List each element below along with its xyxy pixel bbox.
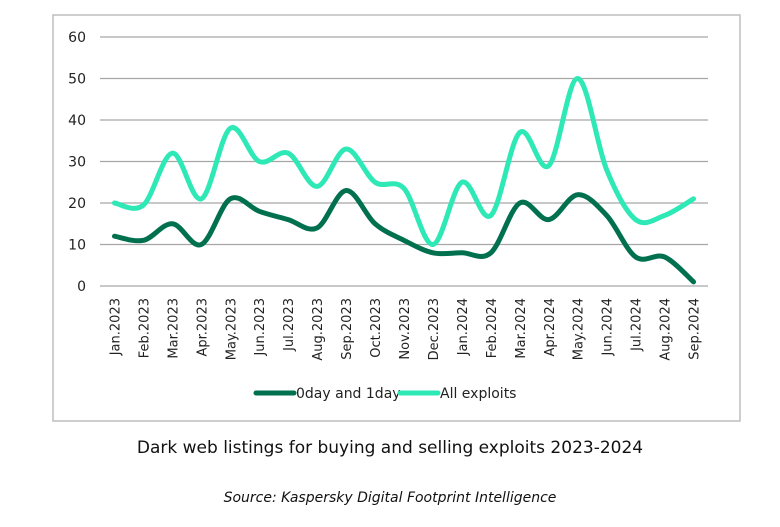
x-tick-label: Mar.2023 bbox=[166, 298, 181, 359]
x-tick-label: Jan.2023 bbox=[108, 298, 123, 356]
x-tick-label: Jun.2024 bbox=[601, 298, 616, 357]
legend-label: 0day and 1day bbox=[296, 386, 401, 402]
x-tick-label: Mar.2024 bbox=[514, 298, 529, 359]
x-tick-label: Jul.2023 bbox=[282, 298, 297, 352]
chart-source: Source: Kaspersky Digital Footprint Inte… bbox=[223, 490, 557, 506]
y-tick-label: 10 bbox=[68, 238, 86, 254]
series-line-1 bbox=[111, 76, 697, 247]
x-tick-label: Oct.2023 bbox=[369, 298, 384, 358]
x-tick-label: Feb.2023 bbox=[137, 298, 152, 358]
x-tick-label: Feb.2024 bbox=[485, 298, 500, 358]
x-tick-label: Sep.2024 bbox=[688, 298, 703, 360]
x-tick-label: Nov.2023 bbox=[398, 298, 413, 360]
x-tick-label: Jul.2024 bbox=[630, 298, 645, 352]
x-tick-label: Apr.2024 bbox=[543, 298, 558, 357]
x-tick-label: Jun.2023 bbox=[253, 298, 268, 357]
x-tick-label: May.2024 bbox=[572, 298, 587, 360]
legend-label: All exploits bbox=[440, 386, 516, 402]
y-tick-label: 20 bbox=[68, 196, 86, 212]
x-tick-label: Jan.2024 bbox=[456, 298, 471, 356]
x-tick-label: Aug.2024 bbox=[659, 298, 674, 361]
y-tick-label: 60 bbox=[68, 30, 86, 46]
chart-title: Dark web listings for buying and selling… bbox=[136, 438, 644, 458]
x-tick-label: Apr.2023 bbox=[195, 298, 210, 357]
y-tick-label: 40 bbox=[68, 113, 86, 129]
x-tick-label: Dec.2023 bbox=[427, 298, 442, 360]
x-tick-label: Sep.2023 bbox=[340, 298, 355, 360]
x-tick-label: Aug.2023 bbox=[311, 298, 326, 361]
y-tick-label: 30 bbox=[68, 155, 86, 171]
chart-frame bbox=[52, 14, 741, 422]
y-tick-label: 50 bbox=[68, 72, 86, 88]
x-tick-label: May.2023 bbox=[224, 298, 239, 360]
y-tick-label: 0 bbox=[77, 279, 86, 295]
